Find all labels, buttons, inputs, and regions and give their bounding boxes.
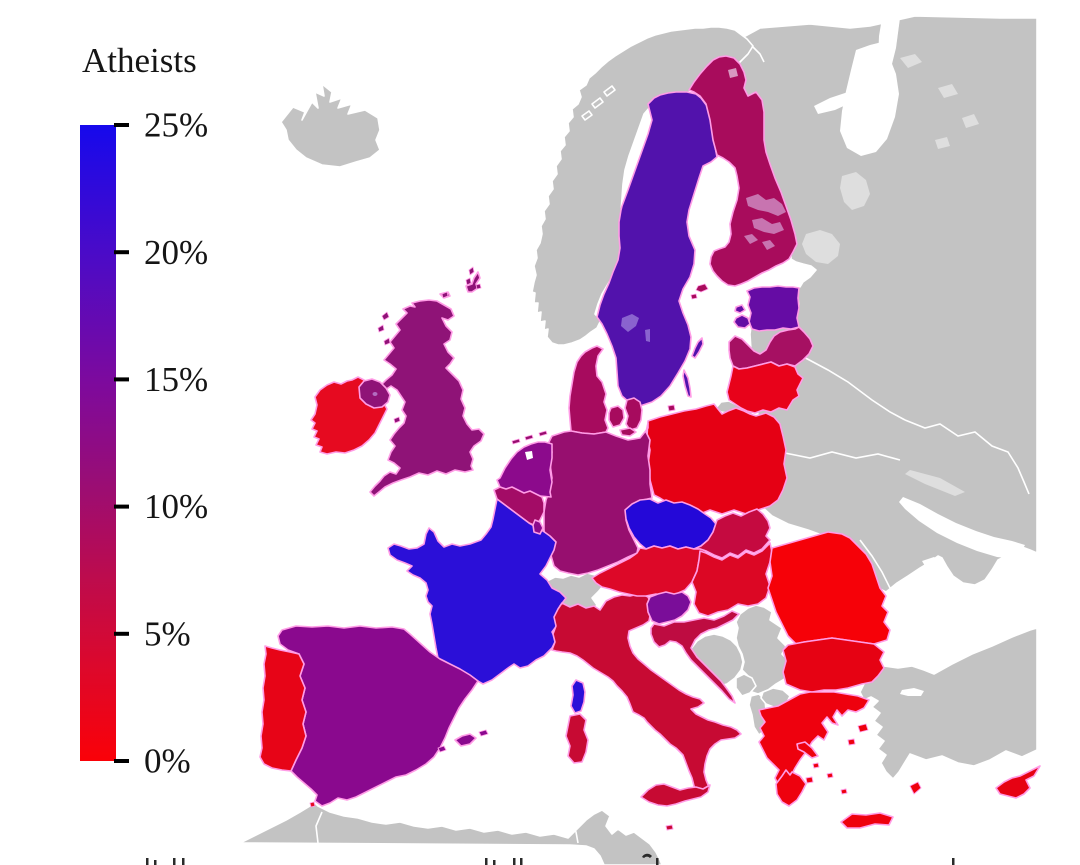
svg-text:25%: 25% [144, 106, 208, 145]
svg-text:10%: 10% [144, 487, 208, 526]
svg-text:20%: 20% [144, 233, 208, 272]
svg-text:0%: 0% [144, 742, 191, 781]
svg-text:5%: 5% [144, 614, 191, 653]
svg-text:15%: 15% [144, 360, 208, 399]
svg-text:Atheists: Atheists [82, 41, 197, 80]
